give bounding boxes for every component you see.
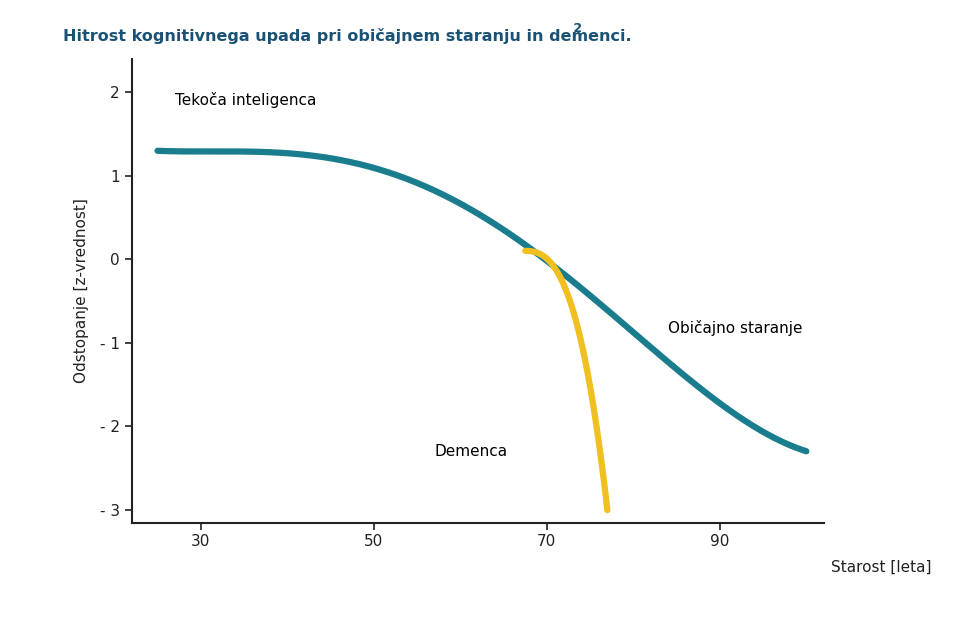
Y-axis label: Odstopanje [z-vrednost]: Odstopanje [z-vrednost] <box>73 198 89 383</box>
Text: Tekoča inteligenca: Tekoča inteligenca <box>175 91 316 108</box>
Text: 2: 2 <box>569 22 582 35</box>
Text: Starost [leta]: Starost [leta] <box>831 560 931 575</box>
Text: Hitrost kognitivnega upada pri običajnem staranju in demenci.: Hitrost kognitivnega upada pri običajnem… <box>63 28 632 44</box>
Text: Demenca: Demenca <box>434 443 508 458</box>
Text: Običajno staranje: Običajno staranje <box>668 320 802 336</box>
